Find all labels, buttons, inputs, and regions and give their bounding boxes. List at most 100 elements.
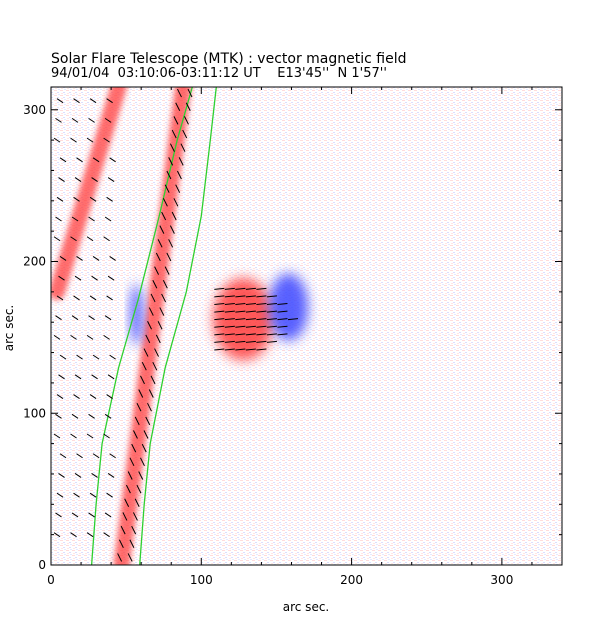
field-vector	[104, 216, 112, 222]
field-vector	[92, 453, 100, 459]
field-vector	[256, 325, 267, 328]
field-vector	[89, 196, 97, 202]
field-vector	[53, 532, 61, 538]
field-vector	[91, 275, 98, 281]
field-vector	[287, 318, 299, 321]
field-vector	[58, 177, 65, 182]
field-vector	[224, 310, 235, 313]
field-vector	[70, 532, 77, 538]
field-vector	[73, 394, 80, 399]
field-vector	[104, 315, 112, 321]
field-vector	[55, 117, 62, 123]
field-vector	[88, 512, 95, 518]
field-vector	[129, 457, 135, 467]
chart-subtitle: 94/01/04 03:10:06-03:11:12 UT E13'45'' N…	[51, 66, 387, 81]
field-vector	[73, 196, 80, 202]
field-vector	[235, 310, 246, 313]
field-vector	[91, 473, 98, 478]
field-vector	[266, 333, 277, 336]
field-vector	[187, 88, 193, 98]
x-tick-label: 200	[340, 573, 363, 587]
field-vector	[86, 334, 94, 340]
field-vector	[147, 321, 152, 330]
field-vector	[91, 177, 98, 182]
field-vector	[89, 394, 97, 399]
field-vector	[141, 443, 147, 453]
field-vector	[154, 266, 160, 275]
field-vector	[106, 196, 113, 202]
field-vector	[168, 239, 174, 248]
field-vector	[103, 334, 110, 340]
field-vector	[173, 198, 179, 207]
field-vector	[55, 512, 62, 518]
field-vector	[88, 413, 95, 419]
field-vector	[53, 236, 61, 242]
field-vector	[91, 374, 98, 380]
x-tick-label: 0	[47, 573, 55, 587]
field-vector	[277, 333, 288, 336]
field-vector	[120, 525, 126, 535]
field-vector	[214, 302, 225, 305]
field-vector	[235, 287, 246, 290]
field-vector	[164, 184, 170, 193]
field-vector	[152, 280, 158, 289]
field-vector	[140, 457, 145, 467]
field-vector	[256, 348, 267, 351]
field-vector	[92, 354, 100, 360]
field-vector	[235, 325, 246, 328]
field-vector	[134, 498, 140, 508]
field-vector	[266, 325, 277, 328]
field-vector	[173, 116, 179, 125]
limb-blue-strip	[130, 284, 143, 345]
field-vector	[143, 430, 149, 439]
field-vector	[147, 402, 152, 412]
field-vector	[266, 295, 277, 298]
field-vector	[224, 302, 235, 305]
field-vector	[214, 310, 225, 313]
field-vector	[256, 333, 267, 336]
field-vector	[245, 340, 256, 343]
field-vector	[132, 512, 138, 521]
field-vector	[59, 256, 67, 261]
field-vector	[70, 433, 77, 439]
field-vector	[266, 318, 277, 321]
field-vector	[245, 295, 256, 298]
negative-spot	[268, 273, 309, 341]
field-vector	[245, 287, 256, 290]
field-vector	[109, 256, 116, 261]
field-vector	[131, 525, 137, 535]
field-vector	[56, 196, 64, 202]
field-vector	[155, 334, 161, 344]
field-vector	[58, 275, 65, 281]
field-vector	[266, 340, 277, 343]
field-vector	[235, 302, 246, 305]
field-vector	[235, 318, 246, 321]
field-vector	[277, 302, 288, 305]
field-vector	[71, 315, 79, 321]
field-vector	[134, 416, 140, 426]
field-vector	[59, 354, 67, 360]
field-vector	[89, 98, 97, 104]
field-vector	[245, 310, 256, 313]
field-vector	[148, 307, 154, 316]
field-vector	[103, 532, 110, 538]
field-vector	[104, 512, 112, 518]
field-vector	[154, 348, 159, 357]
field-vector	[86, 236, 94, 242]
field-vector	[124, 498, 130, 508]
field-vector	[106, 394, 113, 399]
field-vector	[256, 310, 267, 313]
field-vector	[162, 280, 168, 289]
field-vector	[86, 137, 94, 143]
y-tick-label: 300	[23, 103, 46, 117]
field-vector	[88, 315, 95, 321]
field-vector	[92, 256, 100, 261]
field-vector	[148, 389, 154, 398]
field-vector	[71, 216, 79, 222]
field-vector	[86, 532, 94, 538]
field-vector	[256, 318, 267, 321]
field-vector	[245, 325, 256, 328]
field-vector	[59, 157, 67, 163]
field-vector	[89, 492, 97, 498]
field-vector	[169, 143, 175, 152]
